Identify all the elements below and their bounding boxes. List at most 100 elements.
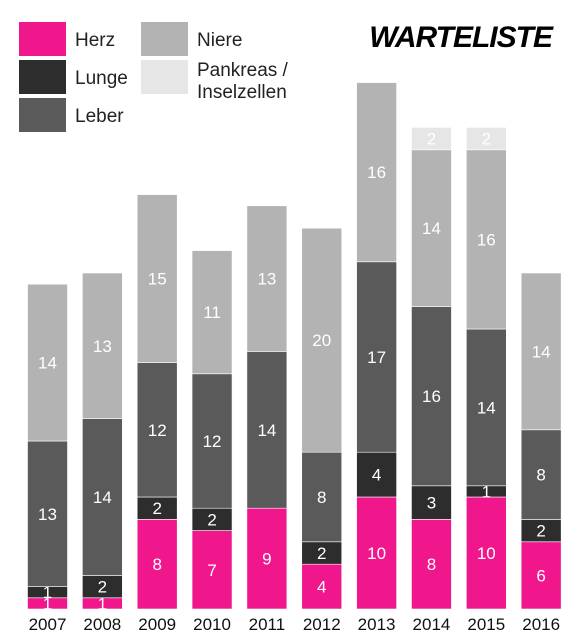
data-label: 12 (148, 421, 167, 440)
x-tick-label: 2009 (138, 615, 176, 634)
x-axis-ticks: 2007 2008 2009 2010 2011 2012 2013 2014 2015 2016 (29, 615, 560, 634)
bar-segment-niere-2013 (356, 82, 397, 263)
bar-segment-leber-2014 (411, 306, 452, 487)
bar-segment-herz-2011 (246, 507, 288, 610)
x-tick-label: 2014 (413, 615, 451, 634)
bar-segment-leber-2011 (246, 351, 288, 509)
data-label: 11 (203, 303, 221, 322)
legend-swatch (19, 98, 66, 132)
bar-segment-niere-2016 (520, 272, 562, 431)
bar-segment-herz-2014 (411, 519, 452, 610)
data-label: 1 (43, 594, 52, 613)
data-label: 16 (477, 230, 496, 249)
data-label: 2 (98, 578, 107, 597)
bar-segment-niere-2008 (82, 272, 123, 419)
data-label: 14 (422, 219, 441, 238)
legend-swatch (19, 60, 66, 94)
bar-segment-niere-2015 (465, 149, 507, 330)
bar-segment-herz-2010 (191, 530, 233, 610)
bar-2015: 10 1 14 16 2 (465, 127, 507, 610)
bar-segment-leber-2009 (136, 362, 178, 498)
bar-segment-herz-2009 (136, 519, 178, 610)
bar-2012: 4 2 8 20 (301, 227, 343, 610)
bar-segment-leber-2016 (520, 429, 562, 520)
legend-item-2: Lunge (19, 60, 128, 94)
bar-segment-niere-2014 (411, 149, 452, 307)
x-tick-label: 2008 (83, 615, 121, 634)
legend-item-3: Leber (19, 98, 124, 132)
bar-segment-leber-2008 (82, 418, 123, 576)
bar-2010: 7 2 12 11 (191, 250, 233, 610)
x-tick-label: 2011 (249, 615, 286, 634)
data-label: 2 (207, 510, 216, 529)
bar-segment-niere-2011 (246, 205, 288, 352)
legend-label: Pankreas / (197, 60, 289, 81)
legend-swatch (141, 22, 188, 56)
data-label: 8 (152, 555, 161, 574)
bar-segment-herz-2016 (520, 541, 562, 610)
data-label: 3 (427, 494, 436, 513)
data-label: 4 (317, 578, 326, 597)
x-tick-label: 2016 (522, 615, 560, 634)
data-label: 17 (367, 348, 386, 367)
bar-segment-pankreas-2015 (465, 127, 507, 151)
x-tick-label: 2012 (303, 615, 341, 634)
bar-2009: 8 2 12 15 (136, 194, 178, 610)
bar-segment-niere-2010 (191, 250, 233, 375)
data-label: 16 (367, 163, 386, 182)
x-tick-label: 2010 (193, 615, 231, 634)
bar-segment-lunge-2014 (411, 485, 452, 520)
x-tick-label: 2015 (467, 615, 505, 634)
legend-item-4: Niere (141, 22, 242, 56)
bar-2014: 8 3 16 14 2 (411, 127, 452, 610)
bar-segment-herz-2015 (465, 496, 507, 610)
bar-segment-niere-2012 (301, 227, 343, 453)
bar-segment-niere-2009 (136, 194, 178, 363)
data-label: 14 (532, 342, 551, 361)
legend-label: Herz (75, 30, 115, 51)
data-label: 1 (482, 482, 491, 501)
data-label: 14 (38, 354, 57, 373)
data-label: 2 (152, 499, 161, 518)
data-label: 13 (38, 505, 57, 524)
data-label: 6 (536, 566, 545, 585)
bar-segment-leber-2015 (465, 328, 507, 487)
bar-2013: 10 4 17 16 (356, 82, 397, 610)
data-label: 13 (257, 270, 276, 289)
bar-2011: 9 14 13 (246, 205, 288, 610)
bar-2016: 6 2 8 14 (520, 272, 562, 610)
x-tick-label: 2007 (29, 615, 67, 634)
bar-segment-herz-2013 (356, 496, 397, 610)
legend-label: Lunge (75, 68, 128, 89)
legend-swatch (141, 60, 188, 94)
data-label: 1 (98, 594, 107, 613)
data-label: 10 (367, 544, 386, 563)
data-label: 10 (477, 544, 496, 563)
bar-segment-lunge-2013 (356, 451, 397, 498)
legend-swatch (19, 22, 66, 56)
legend-item-1: Herz (19, 22, 115, 56)
data-label: 2 (482, 130, 491, 149)
chart-title: WARTELISTE (369, 21, 554, 54)
bar-segment-leber-2007 (27, 440, 68, 587)
bar-2007: 11 13 14 (27, 283, 68, 613)
data-label: 7 (207, 561, 216, 580)
bar-2008: 12 14 13 (82, 272, 123, 613)
bars: 1113141214138212157212119141342820104171… (27, 82, 562, 613)
data-label: 8 (536, 466, 545, 485)
legend-label: Leber (75, 106, 124, 127)
bar-segment-herz-2012 (301, 563, 343, 610)
data-label: 2 (427, 130, 436, 149)
data-label: 2 (317, 544, 326, 563)
bar-segment-niere-2007 (27, 283, 68, 442)
bar-segment-leber-2012 (301, 451, 343, 543)
data-label: 16 (422, 387, 441, 406)
x-tick-label: 2013 (358, 615, 396, 634)
data-label: 12 (203, 432, 222, 451)
legend-label: Niere (197, 30, 242, 51)
data-label: 8 (317, 488, 326, 507)
data-label: 14 (257, 421, 276, 440)
bar-segment-leber-2013 (356, 261, 397, 453)
